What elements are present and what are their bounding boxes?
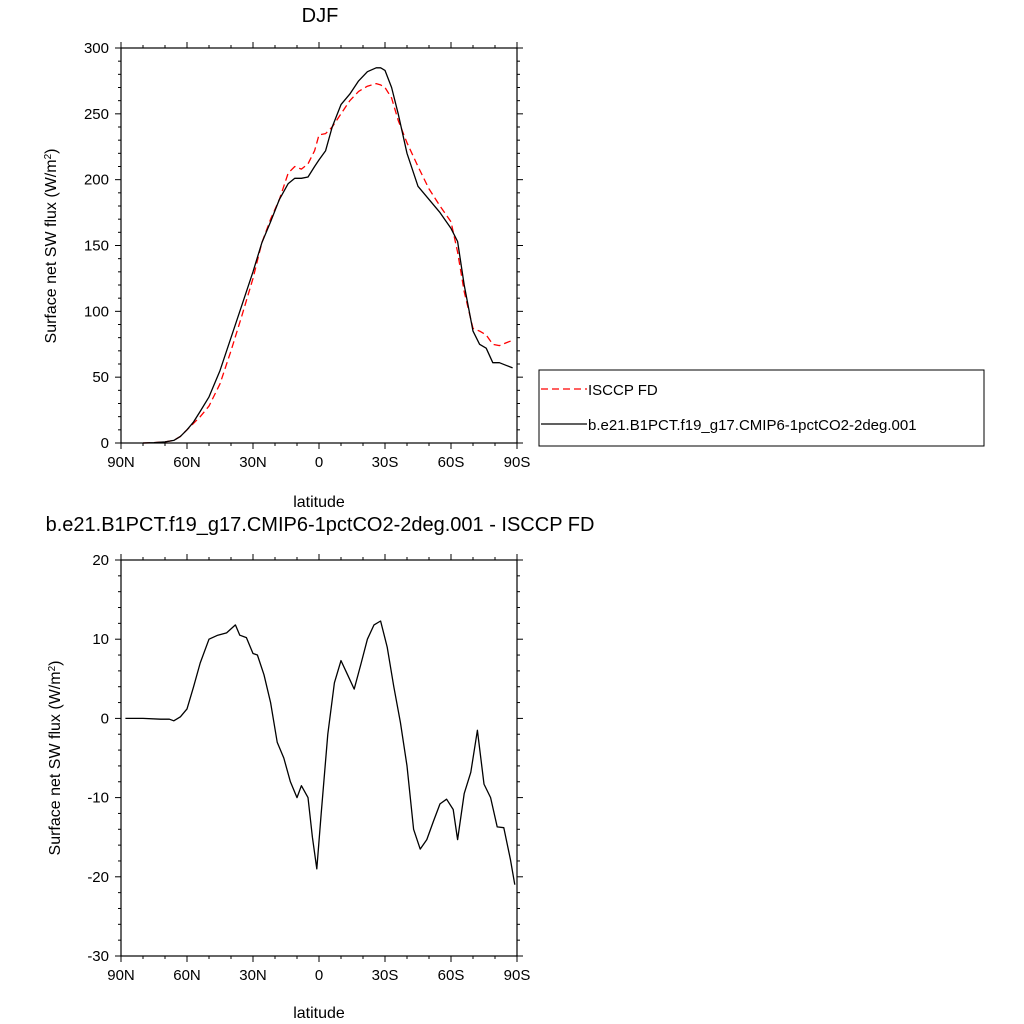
bottom-y-axis-label-superscript: 2 <box>47 665 58 671</box>
top-y-axis-label: Surface net SW flux (W/m2) <box>43 149 61 344</box>
bottom-plot-frame <box>120 559 518 957</box>
top-ticks <box>115 42 523 449</box>
bottom-y-tick-label: 20 <box>92 552 109 569</box>
top-series-line-1 <box>142 67 513 444</box>
bottom-panel: b.e21.B1PCT.f19_g17.CMIP6-1pctCO2-2deg.0… <box>46 514 595 1022</box>
bottom-y-tick-label: -20 <box>87 869 109 886</box>
top-y-tick-label: 150 <box>84 238 109 255</box>
top-x-tick-label: 90N <box>107 454 135 471</box>
top-x-tick-label: 0 <box>315 454 323 471</box>
top-x-tick-label: 30N <box>239 454 267 471</box>
bottom-y-tick-label: -30 <box>87 948 109 965</box>
bottom-x-tick-label: 0 <box>315 967 323 984</box>
top-x-tick-label: 30S <box>372 454 399 471</box>
bottom-x-tick-label: 90N <box>107 967 135 984</box>
top-series <box>142 67 513 444</box>
bottom-x-tick-label: 30N <box>239 967 267 984</box>
top-y-tick-label: 200 <box>84 172 109 189</box>
top-y-tick-label: 250 <box>84 106 109 123</box>
top-tick-labels: 0 50 100 150 200 250 300 90N 60N 30N 0 30S 60S 90S <box>84 40 530 471</box>
top-x-tick-label: 90S <box>504 454 531 471</box>
top-y-tick-label: 100 <box>84 303 109 320</box>
top-plot-frame <box>120 47 518 444</box>
bottom-y-axis-label-close: ) <box>47 661 64 666</box>
bottom-x-tick-label: 90S <box>504 967 531 984</box>
top-y-tick-label: 50 <box>92 369 109 386</box>
top-x-tick-label: 60N <box>173 454 201 471</box>
bottom-x-tick-label: 30S <box>372 967 399 984</box>
top-chart-title: DJF <box>302 5 339 27</box>
legend-box <box>538 369 985 447</box>
top-y-axis-label-main: Surface net SW flux (W/m <box>43 159 60 343</box>
top-y-tick-label: 0 <box>101 435 109 452</box>
top-x-axis-label: latitude <box>293 494 345 511</box>
bottom-chart-title: b.e21.B1PCT.f19_g17.CMIP6-1pctCO2-2deg.0… <box>46 514 595 536</box>
bottom-x-axis-label: latitude <box>293 1005 345 1022</box>
top-y-axis-label-close: ) <box>43 149 60 154</box>
bottom-x-tick-label: 60S <box>438 967 465 984</box>
bottom-x-tick-label: 60N <box>173 967 201 984</box>
bottom-y-tick-label: -10 <box>87 790 109 807</box>
top-x-tick-label: 60S <box>438 454 465 471</box>
top-panel: DJF 0 50 100 150 200 250 300 90N 60N 30N 0 30S 60S 90… <box>43 5 531 511</box>
bottom-ticks <box>115 554 523 962</box>
legend-label-isccp-fd: ISCCP FD <box>588 382 658 399</box>
bottom-series <box>125 620 516 885</box>
bottom-y-axis-label: Surface net SW flux (W/m2) <box>47 661 65 856</box>
legend: ISCCP FD b.e21.B1PCT.f19_g17.CMIP6-1pctC… <box>538 369 985 447</box>
bottom-y-axis-label-main: Surface net SW flux (W/m <box>47 671 64 855</box>
legend-label-model: b.e21.B1PCT.f19_g17.CMIP6-1pctCO2-2deg.0… <box>588 417 917 434</box>
top-y-tick-label: 300 <box>84 40 109 57</box>
bottom-tick-labels: -30 -20 -10 0 10 20 90N 60N 30N 0 30S 60S 90S <box>87 552 530 984</box>
bottom-y-tick-label: 10 <box>92 631 109 648</box>
bottom-series-line-0 <box>125 620 516 885</box>
bottom-y-tick-label: 0 <box>101 710 109 727</box>
top-series-line-0 <box>142 82 513 444</box>
top-y-axis-label-superscript: 2 <box>43 153 54 159</box>
